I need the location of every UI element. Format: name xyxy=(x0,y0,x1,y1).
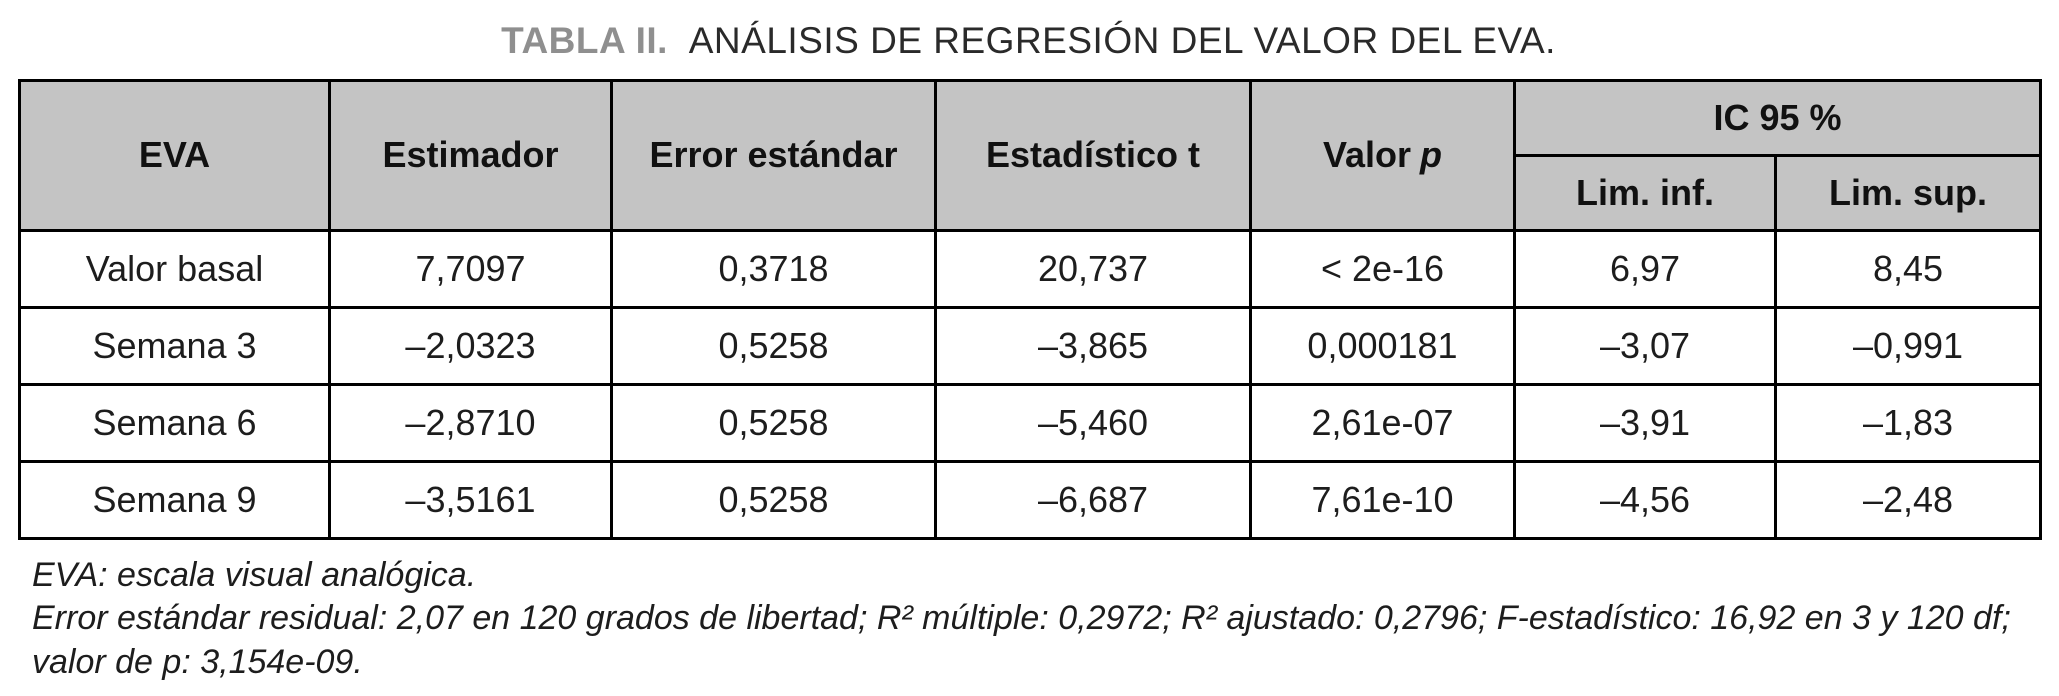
cell-valor-p: < 2e-16 xyxy=(1249,228,1516,309)
col-header-estimador: Estimador xyxy=(328,78,613,232)
table-title: TABLA II. ANÁLISIS DE REGRESIÓN DEL VALO… xyxy=(18,20,2039,63)
cell-estimador: 7,7097 xyxy=(328,228,613,309)
cell-estadistico-t: –6,687 xyxy=(934,459,1252,540)
header-row-top: EVA Estimador Error estándar Estadístico… xyxy=(18,78,2042,232)
table-header: EVA Estimador Error estándar Estadístico… xyxy=(18,78,2042,232)
cell-valor-p: 0,000181 xyxy=(1249,305,1516,386)
cell-eva: Semana 6 xyxy=(18,382,331,463)
cell-lim-sup: –0,991 xyxy=(1774,305,2042,386)
table-title-text: ANÁLISIS DE REGRESIÓN DEL VALOR DEL EVA. xyxy=(688,20,1556,61)
col-header-error-estandar: Error estándar xyxy=(610,78,937,232)
col-header-lim-sup: Lim. sup. xyxy=(1774,153,2042,232)
cell-estimador: –2,0323 xyxy=(328,305,613,386)
table-row-valor-basal: Valor basal 7,7097 0,3718 20,737 < 2e-16… xyxy=(18,228,2042,309)
col-header-lim-inf: Lim. inf. xyxy=(1513,153,1777,232)
cell-error-estandar: 0,5258 xyxy=(610,459,937,540)
cell-error-estandar: 0,5258 xyxy=(610,382,937,463)
footnote-statistics: Error estándar residual: 2,07 en 120 gra… xyxy=(32,599,2011,681)
valor-p-symbol: p xyxy=(1420,134,1443,176)
table-row-semana-9: Semana 9 –3,5161 0,5258 –6,687 7,61e-10 … xyxy=(18,459,2042,540)
cell-estadistico-t: –3,865 xyxy=(934,305,1252,386)
table-body: Valor basal 7,7097 0,3718 20,737 < 2e-16… xyxy=(18,228,2042,540)
cell-estadistico-t: 20,737 xyxy=(934,228,1252,309)
cell-eva: Semana 3 xyxy=(18,305,331,386)
table-footnotes: EVA: escala visual analógica. Error está… xyxy=(18,554,2048,685)
cell-lim-inf: 6,97 xyxy=(1513,228,1777,309)
regression-table: EVA Estimador Error estándar Estadístico… xyxy=(18,78,2042,540)
col-header-valor-p: Valor p xyxy=(1249,78,1516,232)
col-header-eva: EVA xyxy=(18,78,331,232)
cell-valor-p: 7,61e-10 xyxy=(1249,459,1516,540)
table-row-semana-3: Semana 3 –2,0323 0,5258 –3,865 0,000181 … xyxy=(18,305,2042,386)
cell-estimador: –2,8710 xyxy=(328,382,613,463)
table-row-semana-6: Semana 6 –2,8710 0,5258 –5,460 2,61e-07 … xyxy=(18,382,2042,463)
cell-estadistico-t: –5,460 xyxy=(934,382,1252,463)
cell-lim-sup: 8,45 xyxy=(1774,228,2042,309)
cell-lim-inf: –3,07 xyxy=(1513,305,1777,386)
table-title-label: TABLA II. xyxy=(501,20,668,61)
col-header-ic95: IC 95 % xyxy=(1513,78,2042,157)
cell-lim-sup: –2,48 xyxy=(1774,459,2042,540)
cell-valor-p: 2,61e-07 xyxy=(1249,382,1516,463)
cell-error-estandar: 0,3718 xyxy=(610,228,937,309)
col-header-estadistico-t: Estadístico t xyxy=(934,78,1252,232)
footnote-abbreviation: EVA: escala visual analógica. xyxy=(32,555,477,594)
cell-lim-inf: –3,91 xyxy=(1513,382,1777,463)
cell-error-estandar: 0,5258 xyxy=(610,305,937,386)
cell-eva: Valor basal xyxy=(18,228,331,309)
cell-lim-inf: –4,56 xyxy=(1513,459,1777,540)
cell-lim-sup: –1,83 xyxy=(1774,382,2042,463)
cell-eva: Semana 9 xyxy=(18,459,331,540)
valor-p-prefix: Valor xyxy=(1322,134,1412,176)
cell-estimador: –3,5161 xyxy=(328,459,613,540)
header-row-sub: Lim. inf. Lim. sup. xyxy=(20,153,2042,232)
